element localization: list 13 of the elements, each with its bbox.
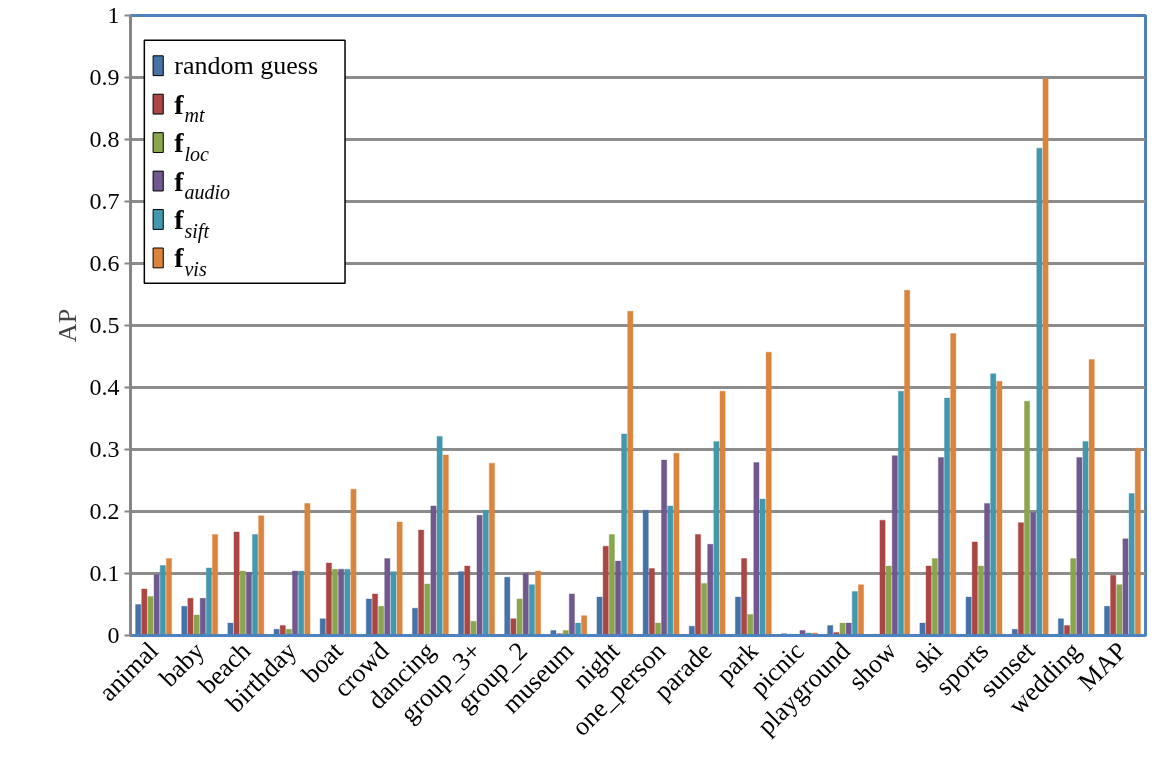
legend-label: random guess bbox=[174, 51, 319, 81]
y-tick-label: 0.2 bbox=[89, 498, 120, 524]
y-tick-label: 0 bbox=[107, 622, 120, 648]
y-tick-label: 0.6 bbox=[89, 250, 120, 276]
y-tick-label: 0.3 bbox=[89, 436, 120, 462]
y-tick-label: 0.4 bbox=[89, 374, 120, 400]
y-tick-label: 0.8 bbox=[89, 126, 120, 152]
y-tick-label: 0.5 bbox=[89, 312, 120, 338]
y-axis-title: AP bbox=[52, 308, 82, 343]
y-tick-label: 0.1 bbox=[89, 560, 120, 586]
y-tick-label: 0.9 bbox=[89, 64, 120, 90]
y-tick-label: 1 bbox=[107, 2, 120, 28]
y-tick-label: 0.7 bbox=[89, 188, 120, 214]
